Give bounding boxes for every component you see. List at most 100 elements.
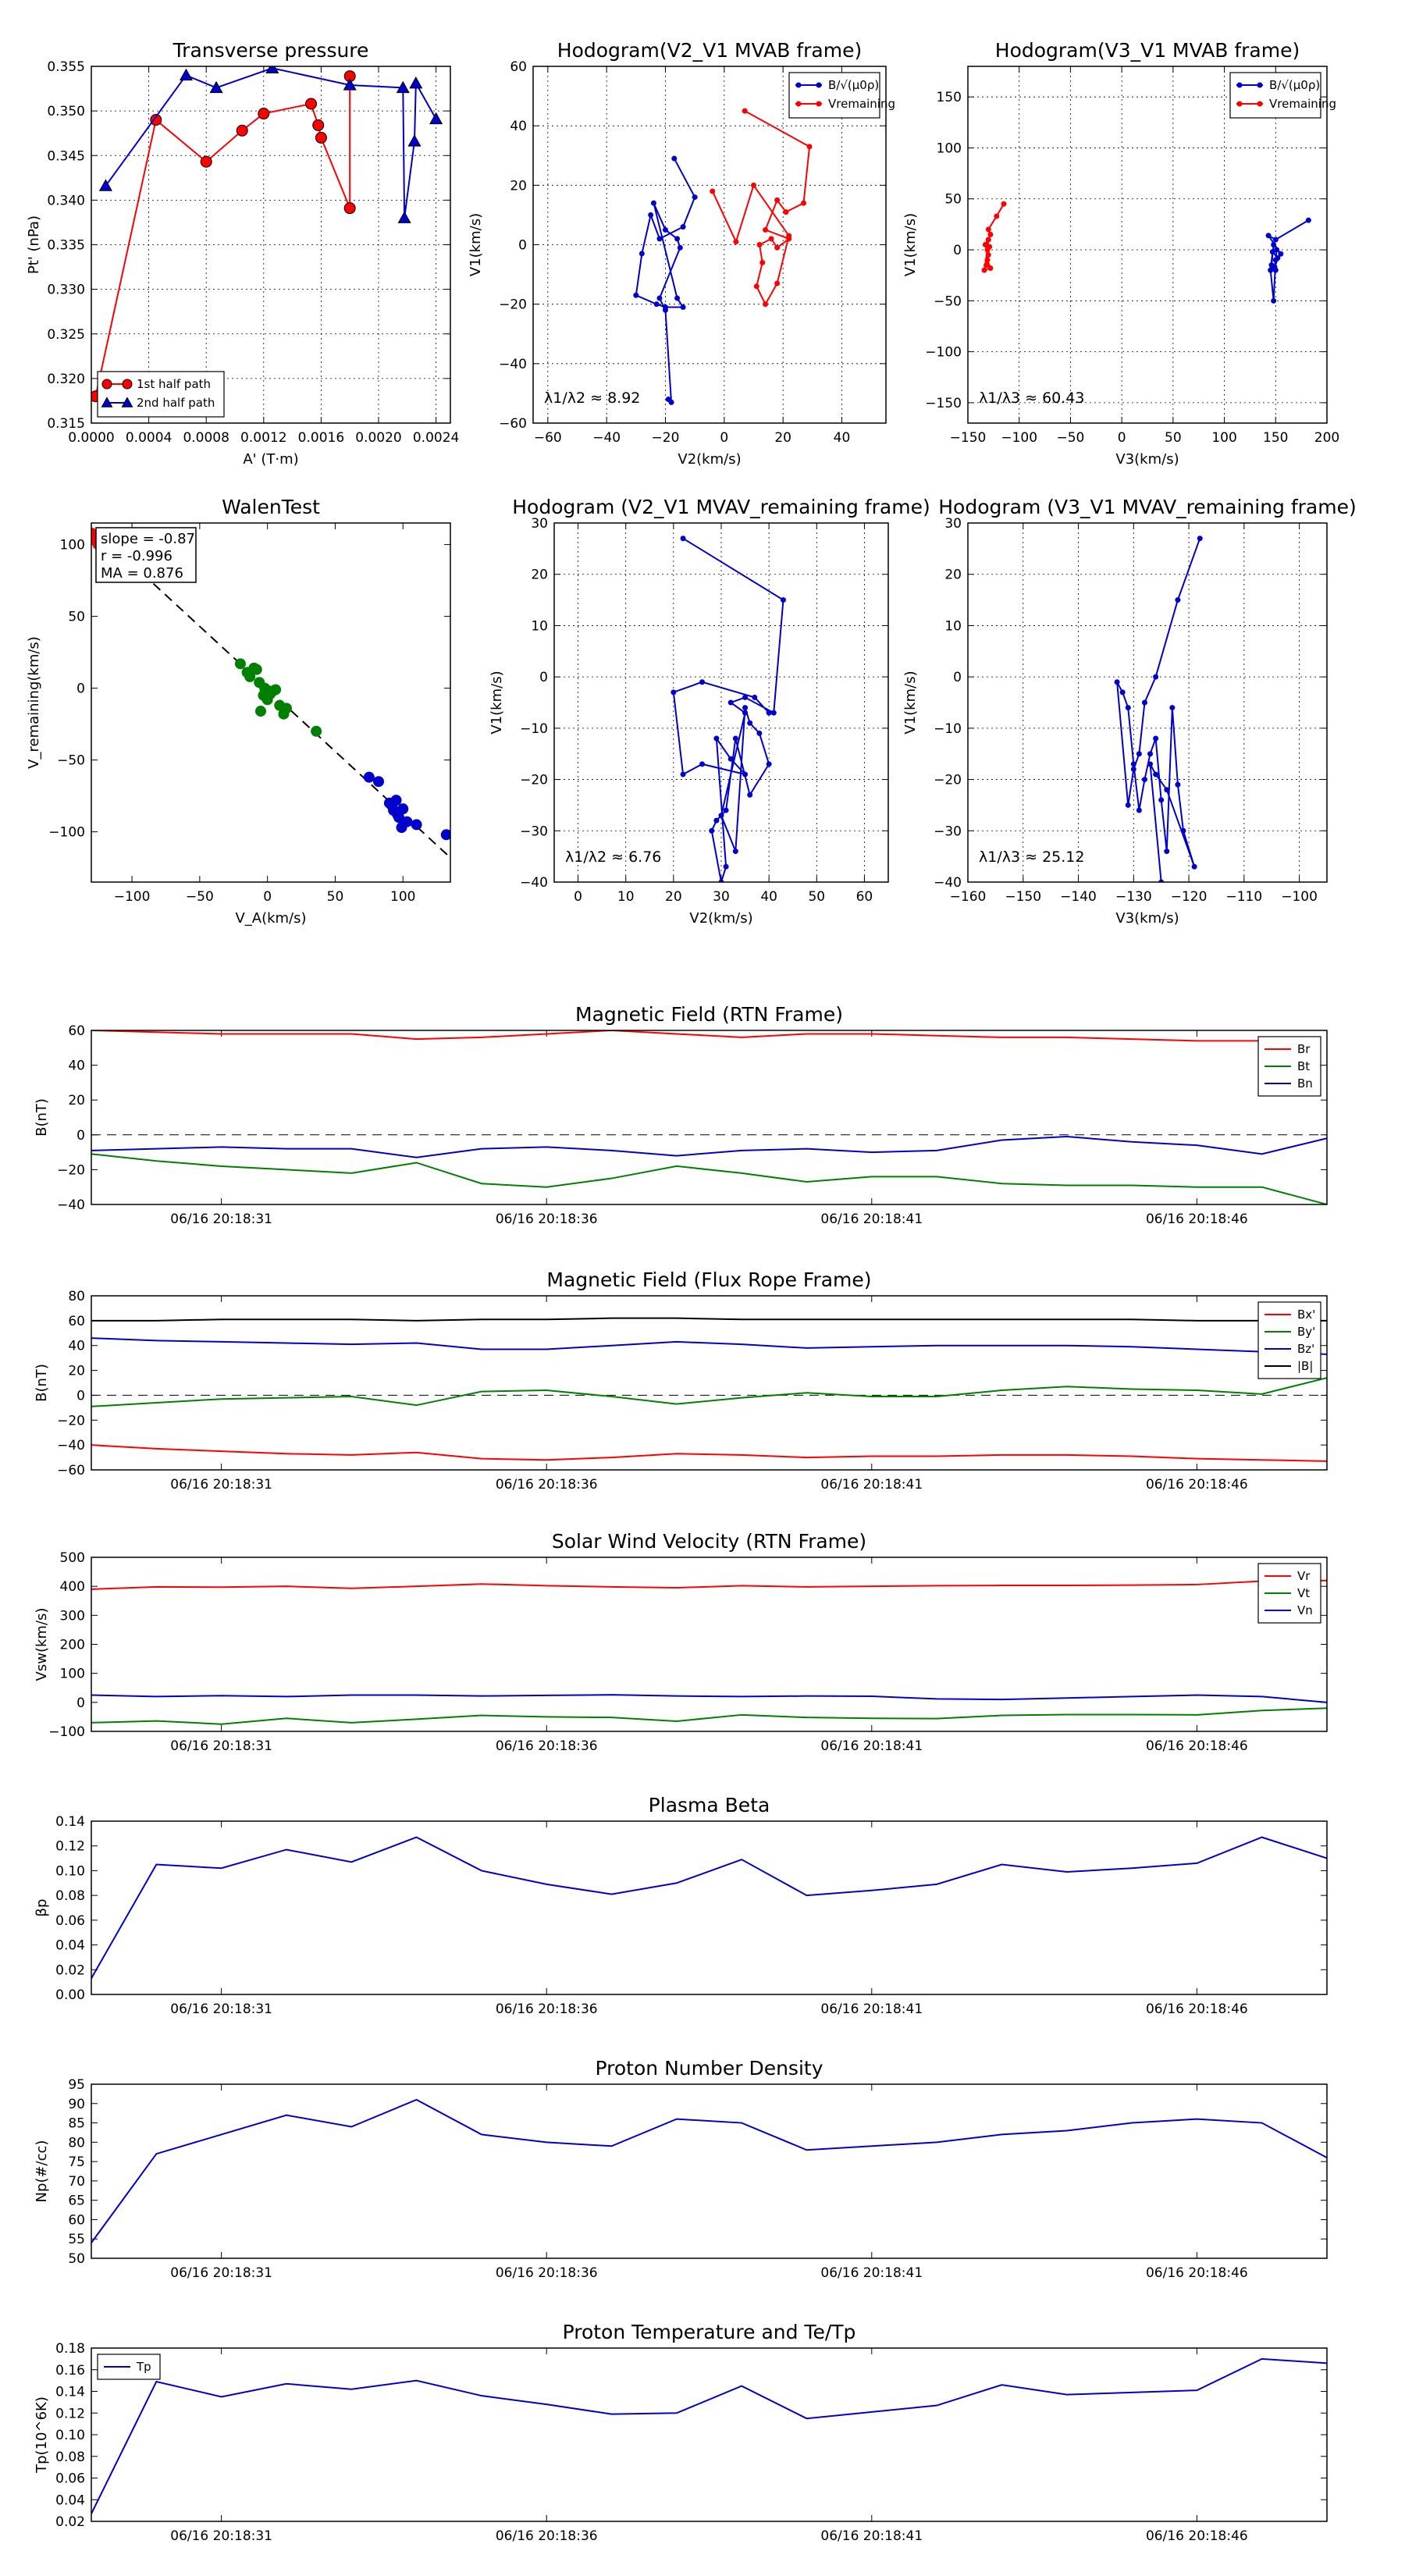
- data-point: [759, 259, 766, 265]
- series-line-track: [1116, 538, 1201, 882]
- temp-title: Proton Temperature and Te/Tp: [563, 2321, 856, 2343]
- x-tick-label: −100: [114, 889, 151, 905]
- data-point: [985, 237, 991, 243]
- data-point: [710, 188, 716, 194]
- data-point: [440, 829, 450, 841]
- x-tick-label: −20: [652, 430, 680, 446]
- legend-marker: [795, 82, 802, 88]
- data-point: [200, 155, 212, 168]
- hod2-title: Hodogram(V3_V1 MVAB frame): [995, 39, 1300, 62]
- walen-stats-box: [95, 527, 197, 583]
- y-tick-label: 0: [953, 243, 962, 258]
- y-tick-label: 0.04: [55, 2492, 85, 2508]
- data-point: [727, 756, 734, 762]
- x-tick-label: −50: [1056, 430, 1084, 446]
- data-point: [236, 124, 248, 137]
- hod1-xlabel: V2(km/s): [678, 451, 741, 468]
- x-tick-label: 30: [713, 889, 730, 905]
- data-point: [411, 819, 422, 831]
- y-tick-label: 70: [68, 2174, 85, 2190]
- x-tick-label: 06/16 20:18:31: [170, 1738, 272, 1754]
- x-tick-label: 06/16 20:18:31: [170, 2265, 272, 2281]
- series-line-bn: [91, 1136, 1327, 1158]
- y-tick-label: 0: [76, 1388, 85, 1404]
- x-tick-label: −120: [1171, 889, 1208, 905]
- x-tick-label: 06/16 20:18:46: [1146, 2528, 1248, 2544]
- x-tick-label: 06/16 20:18:31: [170, 1477, 272, 1493]
- data-point: [783, 209, 789, 215]
- data-point: [994, 213, 1000, 219]
- data-point: [1272, 237, 1279, 243]
- dens-plot-area: [91, 2098, 1327, 2243]
- data-point: [742, 705, 749, 711]
- data-point: [770, 710, 777, 716]
- y-tick-label: 30: [531, 516, 548, 532]
- data-point: [763, 301, 769, 308]
- x-tick-label: 06/16 20:18:31: [170, 2528, 272, 2544]
- data-point: [429, 112, 443, 125]
- data-point: [766, 761, 772, 767]
- data-point: [987, 265, 994, 272]
- legend-label: |B|: [1297, 1359, 1313, 1373]
- walen-frame: [91, 522, 451, 883]
- data-point: [656, 295, 663, 301]
- data-point: [674, 236, 681, 242]
- data-point: [312, 119, 325, 131]
- data-point: [1153, 771, 1159, 777]
- x-tick-label: 0: [720, 430, 728, 446]
- hod1-ylabel: V1(km/s): [468, 213, 484, 276]
- data-point: [397, 211, 411, 223]
- x-tick-label: 06/16 20:18:46: [1146, 1477, 1248, 1493]
- data-point: [390, 795, 402, 806]
- y-tick-label: 0.04: [55, 1938, 85, 1954]
- legend-label: Vremaining: [1269, 97, 1336, 111]
- data-point: [1147, 761, 1154, 767]
- y-tick-label: 30: [944, 516, 962, 532]
- y-tick-label: 500: [60, 1550, 85, 1566]
- data-point: [752, 694, 758, 700]
- hod2-eigenvalue-ratio: λ1/λ3 ≈ 60.43: [979, 390, 1084, 407]
- y-tick-label: 0.02: [55, 2514, 85, 2530]
- data-point: [311, 725, 322, 737]
- data-point: [409, 76, 423, 89]
- legend-marker: [122, 379, 133, 390]
- y-tick-label: 0.12: [55, 1839, 85, 1855]
- beta-title: Plasma Beta: [649, 1794, 770, 1816]
- x-tick-label: −50: [186, 889, 214, 905]
- frfield-chart: Magnetic Field (Flux Rope Frame) 06/16 20…: [34, 1268, 1328, 1493]
- vel-plot-area: [91, 1579, 1327, 1725]
- y-tick-label: −10: [520, 721, 548, 737]
- frfield-ylabel: B(nT): [34, 1364, 50, 1402]
- data-point: [633, 292, 639, 298]
- y-tick-label: 300: [60, 1608, 85, 1624]
- x-tick-label: 150: [1263, 430, 1288, 446]
- data-point: [742, 108, 748, 114]
- y-tick-label: 0.06: [55, 1913, 85, 1929]
- y-tick-label: −150: [925, 396, 962, 411]
- data-point: [987, 231, 994, 237]
- tp-legend-box: [97, 371, 225, 418]
- hod2-legend-box: [1229, 72, 1321, 119]
- data-point: [1141, 699, 1147, 706]
- x-tick-label: −60: [534, 430, 562, 446]
- beta-chart: Plasma Beta 06/16 20:18:31 06/16 20:18:36 0…: [34, 1794, 1328, 2017]
- data-point: [1153, 674, 1159, 680]
- y-tick-label: 400: [60, 1579, 85, 1595]
- data-point: [1271, 297, 1277, 304]
- data-point: [984, 257, 991, 263]
- vel-frame: [91, 1557, 1328, 1732]
- y-tick-label: −40: [57, 1438, 85, 1453]
- legend-label: Bn: [1297, 1076, 1313, 1091]
- data-point: [766, 710, 772, 716]
- y-tick-label: 200: [60, 1638, 85, 1653]
- data-point: [984, 262, 990, 269]
- y-tick-label: 0.14: [55, 1814, 85, 1830]
- x-tick-label: 06/16 20:18:36: [496, 1738, 598, 1754]
- x-tick-label: 200: [1314, 430, 1339, 446]
- series-line-track: [672, 537, 784, 882]
- walen-title: WalenTest: [222, 496, 320, 518]
- data-point: [1114, 679, 1120, 685]
- data-point: [265, 66, 279, 73]
- legend-marker: [1257, 101, 1263, 107]
